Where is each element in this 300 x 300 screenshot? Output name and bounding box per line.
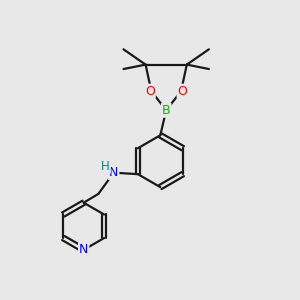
Text: N: N [109,166,118,179]
Text: H: H [101,160,110,173]
Text: B: B [162,104,170,117]
Text: O: O [178,85,188,98]
Text: O: O [145,85,155,98]
Text: N: N [79,243,88,256]
